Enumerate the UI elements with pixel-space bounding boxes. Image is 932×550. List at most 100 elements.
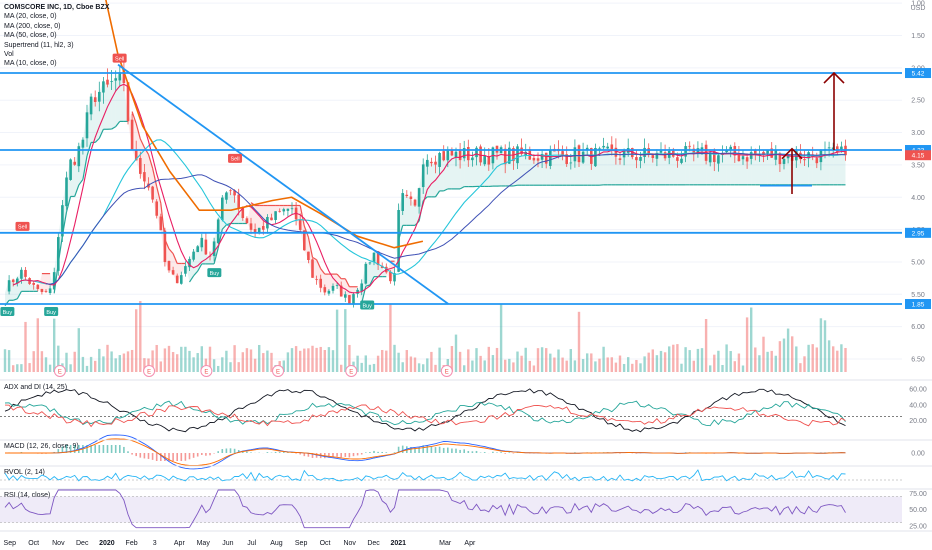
candle-body <box>89 96 93 115</box>
supertrend-fill <box>525 151 530 186</box>
earnings-marker[interactable]: E <box>440 365 453 377</box>
candle-body <box>163 230 167 262</box>
candle-body <box>249 223 253 230</box>
legend-item-ma20[interactable]: MA (20, close, 0) <box>4 13 57 21</box>
legend-item-vol[interactable]: Vol <box>4 51 14 59</box>
candle-body <box>171 270 175 275</box>
volume-bar <box>639 363 642 372</box>
svg-text:1.85: 1.85 <box>912 302 925 309</box>
volume-bar <box>299 350 302 372</box>
volume-bar <box>114 358 117 372</box>
supertrend-line <box>197 263 203 272</box>
downtrend-line[interactable] <box>117 63 449 305</box>
supertrend-fill <box>107 81 112 130</box>
supertrend-line <box>459 186 465 190</box>
candle-body <box>532 157 536 161</box>
candle-body <box>762 151 765 156</box>
volume-bar <box>217 365 220 372</box>
supertrend-line <box>435 190 441 198</box>
supertrend-fill <box>566 162 571 186</box>
time-tick: Mar <box>439 540 452 547</box>
volume-bar <box>545 348 548 372</box>
candle-body <box>192 251 195 260</box>
candle-body <box>417 188 421 207</box>
candle-body <box>426 159 429 167</box>
supertrend-fill <box>271 205 276 221</box>
supertrend-fill <box>730 146 735 185</box>
time-tick: Aug <box>270 540 283 547</box>
volume-bar <box>844 347 847 372</box>
supertrend-fill <box>501 147 506 186</box>
volume-bar <box>557 349 560 372</box>
supertrend-fill <box>603 145 608 185</box>
volume-bar <box>754 347 757 372</box>
signal-label: Sell <box>18 225 27 231</box>
candle-body <box>274 211 277 220</box>
buy-signal[interactable]: Buy <box>0 307 15 317</box>
ma10-line <box>13 83 846 294</box>
legend-item-ma200[interactable]: MA (200, close, 0) <box>4 22 61 30</box>
earnings-marker[interactable]: E <box>143 365 156 377</box>
volume-bar <box>704 319 708 372</box>
volume-bar <box>594 361 597 372</box>
sell-signal[interactable]: Sell <box>112 53 127 63</box>
time-tick: Apr <box>174 540 186 547</box>
signal-label: Buy <box>3 310 13 316</box>
candle-body <box>454 151 458 158</box>
candle-body <box>344 294 347 298</box>
candle-body <box>118 72 122 81</box>
volume-bar <box>504 359 507 372</box>
candle-body <box>503 148 507 165</box>
candle-body <box>770 148 773 158</box>
earnings-marker[interactable]: E <box>200 365 213 377</box>
supertrend-fill <box>33 284 38 292</box>
volume-bar <box>463 365 466 372</box>
volume-bar <box>422 364 425 372</box>
buy-signal[interactable]: Buy <box>44 307 59 317</box>
rsi-tick: 25.00 <box>909 523 927 530</box>
legend-item-ma10[interactable]: MA (10, close, 0) <box>4 60 57 68</box>
candle-body <box>278 211 281 213</box>
buy-signal[interactable]: Buy <box>360 300 375 310</box>
sell-signal[interactable]: Sell <box>15 221 30 231</box>
earnings-marker[interactable]: E <box>272 365 285 377</box>
candle-body <box>573 147 577 162</box>
macd-pane: MACD (12, 26, close, 9) 0.00 <box>4 434 925 470</box>
candle-body <box>122 70 126 83</box>
volume-bar <box>376 355 380 372</box>
earnings-marker[interactable]: E <box>53 365 66 377</box>
legend-item-supertrend[interactable]: Supertrend (11, hl2, 3) <box>4 41 74 49</box>
candle-body <box>393 273 396 282</box>
candle-body <box>360 283 363 292</box>
supertrend-fill <box>825 147 830 185</box>
di-minus-line <box>4 404 846 428</box>
volume-bar <box>827 340 831 372</box>
volume-bar <box>348 344 351 372</box>
buy-signal[interactable]: Buy <box>207 268 222 278</box>
volume-bar <box>36 318 39 372</box>
time-axis[interactable]: Sep Oct Nov Dec 2020 Feb 3 Apr May Jun Jul Aug Sep Oc… <box>4 540 476 547</box>
candle-body <box>44 291 48 293</box>
sell-signal[interactable]: Sell <box>228 153 243 163</box>
supertrend-fill <box>751 152 756 185</box>
time-tick: May <box>197 540 211 547</box>
price-badge: 4.15 <box>905 150 931 161</box>
earnings-marker[interactable]: E <box>345 365 358 377</box>
time-tick: 3 <box>153 540 157 547</box>
volume-bar <box>647 352 650 372</box>
candle-body <box>458 150 462 161</box>
supertrend-fill <box>103 81 108 130</box>
volume-bar <box>167 345 171 372</box>
volume-bar <box>586 353 589 372</box>
chart-legend: COMSCORE INC, 1D, Cboe BZX MA (20, close… <box>4 3 109 69</box>
legend-item-ma50[interactable]: MA (50, close, 0) <box>4 32 57 40</box>
supertrend-fill <box>468 157 473 187</box>
volume-bar <box>155 344 158 372</box>
supertrend-fill <box>800 159 805 185</box>
time-tick: Sep <box>4 540 17 547</box>
supertrend-line <box>65 196 72 213</box>
supertrend-fill <box>279 205 284 212</box>
supertrend-line <box>94 137 100 143</box>
